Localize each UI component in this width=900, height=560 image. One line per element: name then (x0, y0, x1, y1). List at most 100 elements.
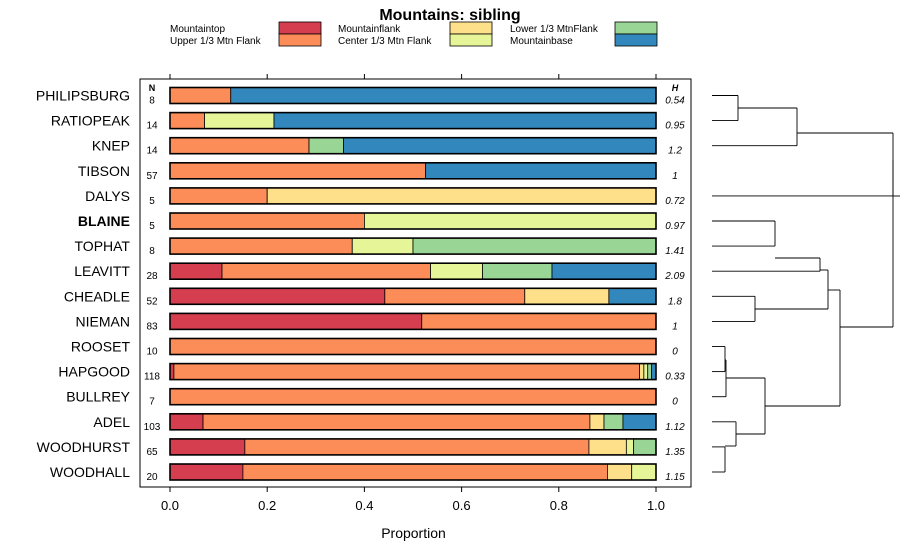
h-value: 0.72 (665, 196, 685, 207)
h-column-header: H (672, 83, 679, 93)
bar-row: ADEL 103 1.12 (93, 412, 685, 433)
row-label: DALYS (85, 188, 130, 204)
chart-title: Mountains: sibling (379, 7, 520, 24)
h-value: 1.8 (668, 296, 682, 307)
h-value: 0 (672, 347, 678, 358)
bar-segment (633, 438, 657, 456)
legend-label: Center 1/3 Mtn Flank (338, 36, 432, 47)
legend-swatch (449, 21, 493, 35)
row-label: WOODHALL (50, 464, 130, 480)
n-value: 5 (149, 196, 155, 207)
x-tick-label: 1.0 (647, 498, 665, 513)
bar-segment (412, 237, 657, 255)
row-label: NIEMAN (76, 313, 130, 329)
bar-row: NIEMAN 83 1 (76, 312, 678, 332)
bar-segment (169, 312, 423, 330)
h-value: 1 (672, 321, 678, 332)
h-value: 0.33 (665, 372, 685, 383)
bar-segment (622, 413, 657, 431)
legend-swatch (278, 21, 322, 35)
x-tick-label: 0.2 (258, 498, 276, 513)
bar-outline (169, 237, 657, 255)
bar-segment (589, 413, 605, 431)
bar-segment (169, 112, 205, 129)
bar-segment (425, 162, 657, 180)
bar-outline (169, 463, 657, 481)
x-tick-label: 0.8 (550, 498, 568, 513)
bar-row: PHILIPSBURG 8 0.54 (36, 86, 685, 107)
bar-row: ROOSET 10 0 (71, 337, 678, 358)
legend-swatch (614, 21, 658, 35)
bar-segment (647, 363, 653, 381)
n-value: 65 (146, 447, 158, 458)
bar-segment (173, 363, 640, 381)
bar-segment (244, 438, 590, 456)
x-axis: 0.0 0.2 0.4 0.6 0.8 1.0 (161, 74, 665, 513)
row-label: TIBSON (78, 163, 130, 179)
bar-segment (607, 463, 633, 481)
bar-outline (169, 287, 657, 306)
row-label: CHEADLE (64, 288, 130, 304)
bar-outline (169, 312, 657, 331)
bar-segment (631, 463, 657, 481)
bar-segment (169, 87, 232, 104)
bar-segment (169, 463, 244, 481)
bar-segment (343, 137, 657, 155)
n-value: 103 (144, 422, 161, 433)
bar-row: WOODHALL 20 1.15 (50, 463, 685, 483)
bar-segment (169, 413, 204, 431)
bar-row: WOODHURST 65 1.35 (37, 438, 685, 458)
row-label: RATIOPEAK (51, 113, 131, 129)
h-value: 1.12 (665, 422, 685, 433)
bar-segment (169, 338, 657, 355)
bar-outline (169, 162, 657, 180)
legend-swatch (278, 33, 322, 47)
bar-segment (169, 162, 427, 180)
n-value: 8 (149, 96, 155, 107)
bar-outline (169, 262, 657, 281)
n-value: 14 (146, 121, 158, 132)
bar-segment (169, 212, 365, 230)
bar-outline (169, 438, 657, 456)
bar-segment (524, 287, 610, 305)
bar-segment (230, 87, 657, 104)
legend-swatch (449, 33, 493, 47)
bar-segment (273, 112, 657, 129)
bar-row: HAPGOOD 118 0.33 (58, 362, 685, 383)
bar-segment (430, 262, 483, 280)
legend-label: Mountaintop (170, 24, 225, 35)
bar-segment (221, 262, 431, 280)
legend-swatch (614, 33, 658, 47)
n-column-header: N (149, 83, 156, 93)
bar-row: RATIOPEAK 14 0.95 (51, 111, 685, 132)
bar-row: KNEP 14 1.2 (92, 136, 682, 157)
bar-outline (169, 187, 657, 205)
h-value: 1 (672, 171, 678, 182)
x-tick-label: 0.4 (355, 498, 373, 513)
bar-row: BULLREY 7 0 (66, 387, 678, 408)
n-value: 52 (146, 296, 158, 307)
bar-segment (169, 438, 246, 456)
bar-row: DALYS 5 0.72 (85, 187, 685, 207)
legend-label: Mountainflank (338, 24, 401, 35)
bar-segment (551, 262, 657, 280)
legend-label: Upper 1/3 Mtn Flank (170, 36, 262, 47)
row-label: LEAVITT (74, 263, 130, 279)
h-value: 0.97 (665, 221, 685, 232)
bar-segment (169, 137, 310, 155)
h-value: 0.95 (665, 121, 685, 132)
bar-segment (421, 312, 657, 330)
bar-segment (308, 137, 344, 155)
bar-segment (204, 112, 275, 129)
bar-segment (625, 438, 635, 456)
row-label: ROOSET (71, 339, 131, 355)
h-value: 0 (672, 397, 678, 408)
bar-outline (169, 412, 657, 431)
n-value: 20 (146, 472, 158, 483)
bar-segment (266, 187, 657, 205)
bar-outline (169, 86, 657, 105)
bar-outline (169, 362, 657, 381)
x-axis-title: Proportion (381, 525, 446, 541)
h-value: 1.35 (665, 447, 685, 458)
n-value: 118 (144, 372, 160, 383)
